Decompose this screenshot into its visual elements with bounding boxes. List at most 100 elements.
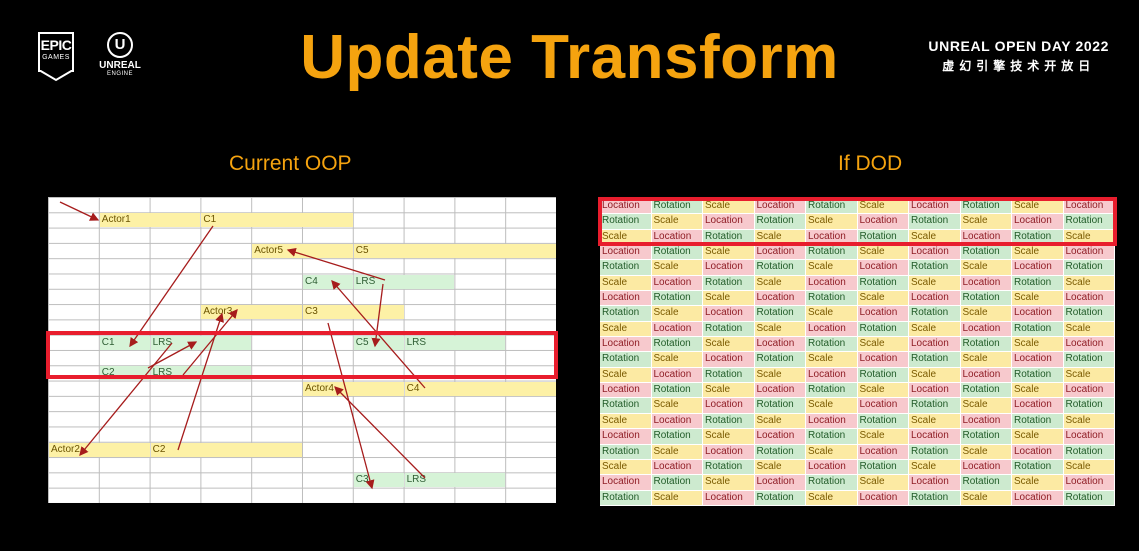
dod-cell-rotation: Rotation <box>600 398 652 414</box>
dod-cell-scale: Scale <box>600 321 652 338</box>
dod-cell-rotation: Rotation <box>651 337 703 353</box>
dod-cell-scale: Scale <box>960 214 1012 230</box>
dod-cell-scale: Scale <box>960 490 1012 506</box>
dod-cell-rotation: Rotation <box>857 367 909 384</box>
dod-cell-scale: Scale <box>703 475 755 491</box>
oop-cell-c1: C1 <box>201 213 353 228</box>
dod-cell-rotation: Rotation <box>703 413 755 430</box>
dod-cell-scale: Scale <box>1012 245 1064 261</box>
oop-cell-c5: C5 <box>353 335 404 350</box>
dod-cell-scale: Scale <box>960 444 1012 460</box>
dod-cell-rotation: Rotation <box>857 229 909 246</box>
dod-cell-scale: Scale <box>806 306 858 322</box>
epic-logo-text: EPIC <box>40 37 72 53</box>
dod-cell-scale: Scale <box>754 367 806 384</box>
dod-cell-location: Location <box>754 429 806 445</box>
dod-cell-rotation: Rotation <box>960 337 1012 353</box>
dod-cell-location: Location <box>909 383 961 399</box>
dod-cell-rotation: Rotation <box>909 352 961 368</box>
dod-cell-scale: Scale <box>909 413 961 430</box>
dod-cell-location: Location <box>703 352 755 368</box>
dod-cell-scale: Scale <box>1063 321 1115 338</box>
oop-cell-label: LRS <box>152 336 173 348</box>
dod-cell-rotation: Rotation <box>600 444 652 460</box>
oop-cell-label: Actor4 <box>305 382 334 394</box>
oop-cell-lrs: LRS <box>353 274 455 289</box>
oop-cell-lrs: LRS <box>150 335 252 350</box>
dod-cell-rotation: Rotation <box>600 490 652 506</box>
dod-cell-location: Location <box>1012 214 1064 230</box>
dod-cell-location: Location <box>909 291 961 307</box>
dod-cell-scale: Scale <box>960 306 1012 322</box>
dod-cell-scale: Scale <box>651 214 703 230</box>
dod-cell-location: Location <box>909 337 961 353</box>
dod-cell-location: Location <box>857 306 909 322</box>
dod-cell-location: Location <box>1063 291 1115 307</box>
dod-cell-rotation: Rotation <box>960 199 1012 215</box>
dod-cell-location: Location <box>1063 199 1115 215</box>
slide-title: Update Transform <box>300 23 839 92</box>
dod-cell-rotation: Rotation <box>703 367 755 384</box>
unreal-logo-text: UNREAL <box>99 60 141 71</box>
dod-cell-location: Location <box>806 321 858 338</box>
dod-cell-location: Location <box>600 429 652 445</box>
dod-cell-location: Location <box>651 321 703 338</box>
dod-cell-scale: Scale <box>806 352 858 368</box>
dod-cell-location: Location <box>960 413 1012 430</box>
dod-cell-rotation: Rotation <box>1063 490 1115 506</box>
dod-cell-scale: Scale <box>1012 199 1064 215</box>
oop-cell-lrs: LRS <box>404 335 506 350</box>
dod-cell-scale: Scale <box>703 199 755 215</box>
dod-cell-rotation: Rotation <box>1063 444 1115 460</box>
oop-cell-label: LRS <box>152 367 173 379</box>
dod-cell-rotation: Rotation <box>909 260 961 276</box>
dod-cell-scale: Scale <box>600 275 652 292</box>
dod-cell-rotation: Rotation <box>1012 321 1064 338</box>
dod-cell-rotation: Rotation <box>806 429 858 445</box>
dod-cell-rotation: Rotation <box>600 260 652 276</box>
dod-cell-scale: Scale <box>960 352 1012 368</box>
dod-cell-scale: Scale <box>754 275 806 292</box>
oop-cell-actor5: Actor5 <box>252 243 353 258</box>
dod-cell-location: Location <box>806 229 858 246</box>
dod-cell-scale: Scale <box>806 260 858 276</box>
oop-cell-label: C2 <box>152 443 166 455</box>
dod-cell-rotation: Rotation <box>754 444 806 460</box>
oop-cell-label: C1 <box>101 336 115 348</box>
dod-cell-location: Location <box>909 199 961 215</box>
dod-cell-rotation: Rotation <box>857 321 909 338</box>
dod-cell-scale: Scale <box>1063 275 1115 292</box>
dod-cell-scale: Scale <box>1012 383 1064 399</box>
dod-cell-location: Location <box>754 337 806 353</box>
dod-cell-location: Location <box>651 275 703 292</box>
dod-cell-location: Location <box>703 214 755 230</box>
dod-cell-rotation: Rotation <box>703 321 755 338</box>
dod-cell-location: Location <box>1063 245 1115 261</box>
dod-memory-grid: Location Rotation Scale Location Rotation Sca… <box>600 199 1115 506</box>
dod-cell-location: Location <box>1063 475 1115 491</box>
oop-cell-label: C2 <box>101 367 115 379</box>
dod-cell-rotation: Rotation <box>1012 413 1064 430</box>
dod-cell-scale: Scale <box>960 260 1012 276</box>
dod-cell-rotation: Rotation <box>909 306 961 322</box>
dod-cell-location: Location <box>754 291 806 307</box>
dod-cell-scale: Scale <box>651 490 703 506</box>
event-name-english: UNREAL OPEN DAY 2022 <box>928 38 1109 54</box>
dod-cell-scale: Scale <box>806 444 858 460</box>
event-badge: UNREAL OPEN DAY 2022 虚幻引擎技术开放日 <box>928 38 1109 74</box>
oop-cell-label: Actor5 <box>254 244 284 256</box>
dod-cell-rotation: Rotation <box>754 352 806 368</box>
dod-cell-location: Location <box>1063 429 1115 445</box>
dod-cell-scale: Scale <box>960 398 1012 414</box>
oop-cell-actor3: Actor3 <box>201 305 302 320</box>
dod-cell-scale: Scale <box>1063 229 1115 246</box>
dod-cell-rotation: Rotation <box>909 490 961 506</box>
oop-memory-grid: Actor1 C1 Actor5 C5 C4 LRS Actor3 C3 C1 LRS C5 LRS C… <box>48 197 556 503</box>
dod-cell-scale: Scale <box>754 321 806 338</box>
oop-cell-label: C5 <box>355 244 369 256</box>
dod-cell-scale: Scale <box>857 199 909 215</box>
dod-cell-rotation: Rotation <box>960 383 1012 399</box>
dod-cell-rotation: Rotation <box>1063 398 1115 414</box>
dod-cell-rotation: Rotation <box>651 291 703 307</box>
dod-cell-scale: Scale <box>909 367 961 384</box>
